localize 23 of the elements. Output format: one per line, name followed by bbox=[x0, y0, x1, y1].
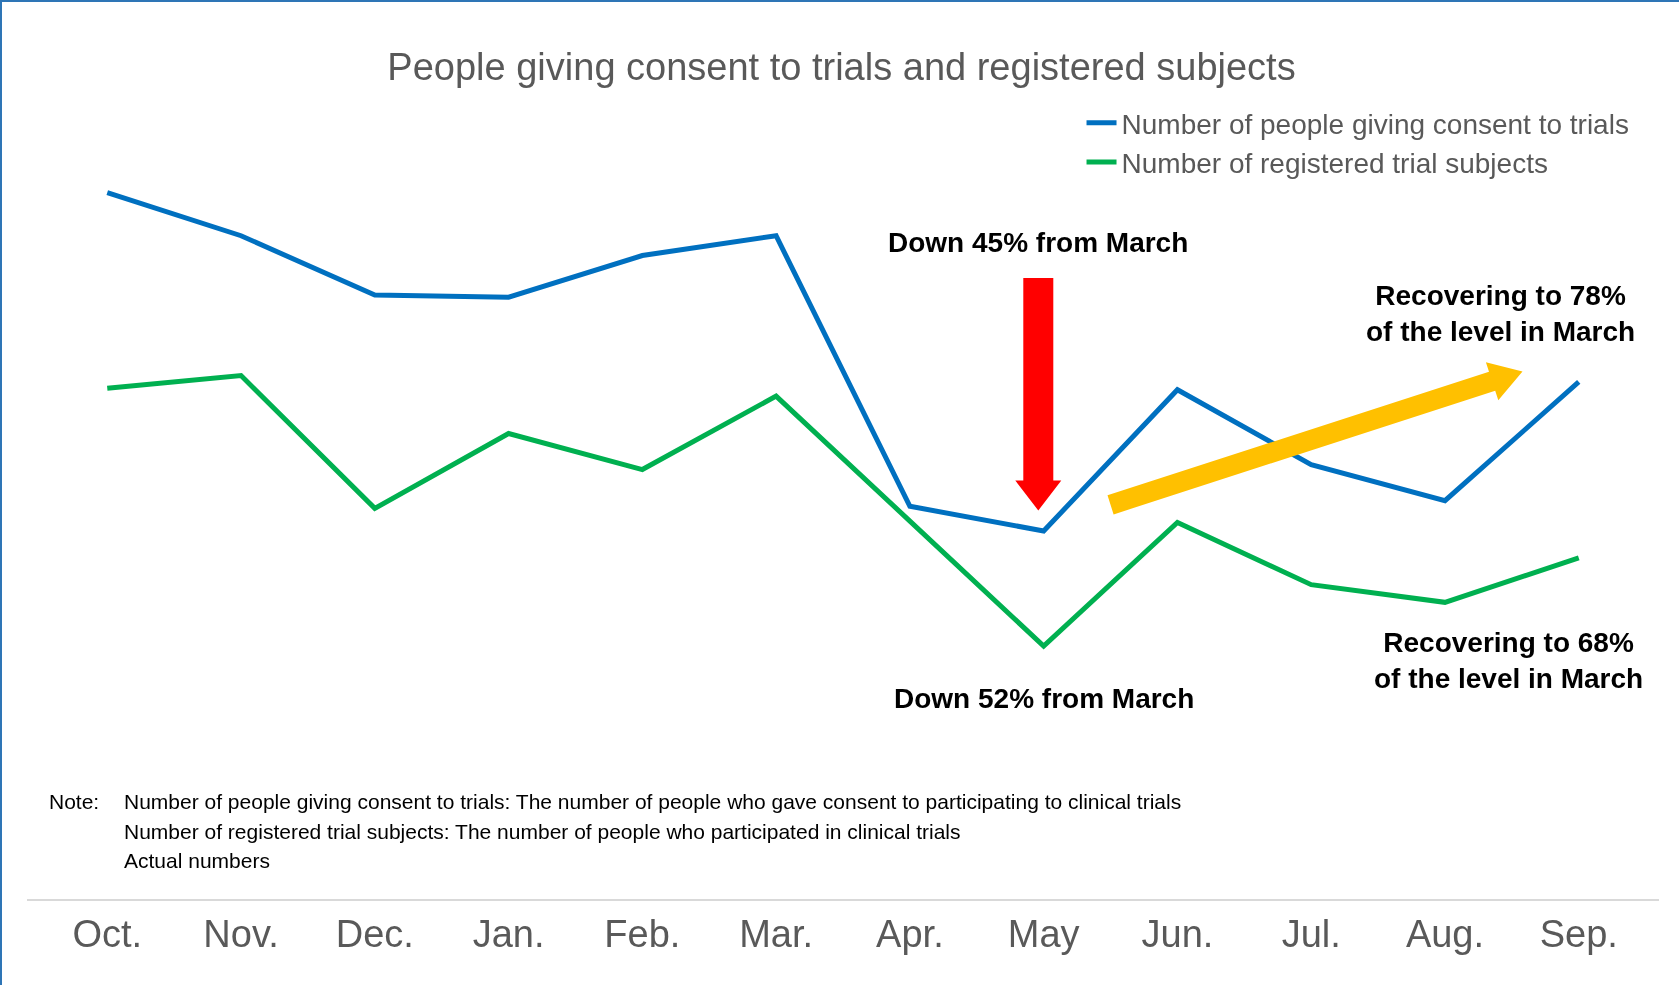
x-tick-label: Aug. bbox=[1405, 912, 1485, 955]
annotation: Recovering to 68% of the level in March bbox=[1374, 627, 1644, 695]
annotation: Recovering to 78% of the level in March bbox=[1366, 280, 1636, 348]
x-tick-label: Mar. bbox=[739, 912, 814, 955]
annotation: Down 45% from March bbox=[888, 227, 1189, 258]
chart-title: People giving consent to trials and registered subjects bbox=[387, 46, 1296, 89]
x-tick-label: Jan. bbox=[472, 912, 545, 955]
x-tick-label: Jul. bbox=[1281, 912, 1341, 955]
x-tick-label: Dec. bbox=[335, 912, 414, 955]
x-tick-label: Jun. bbox=[1141, 912, 1214, 955]
annotation: Note: bbox=[49, 790, 100, 813]
x-tick-label: Apr. bbox=[876, 912, 944, 955]
legend-label: Number of registered trial subjects bbox=[1121, 148, 1548, 180]
annotation: Down 52% from March bbox=[894, 683, 1195, 714]
x-tick-label: May bbox=[1007, 912, 1080, 955]
x-tick-label: Nov. bbox=[203, 912, 279, 955]
annotation: Number of registered trial subjects: The number of people who participated in clinical trials bbox=[124, 820, 961, 843]
annotation: Actual numbers bbox=[124, 849, 270, 872]
x-tick-label: Sep. bbox=[1539, 912, 1618, 955]
annotation: Number of people giving consent to trials: The number of people who gave consent to participating to clinical trials bbox=[124, 790, 1182, 813]
legend-label: Number of people giving consent to trials bbox=[1121, 108, 1629, 140]
x-tick-label: Oct. bbox=[72, 912, 143, 955]
x-tick-label: Feb. bbox=[604, 912, 681, 955]
